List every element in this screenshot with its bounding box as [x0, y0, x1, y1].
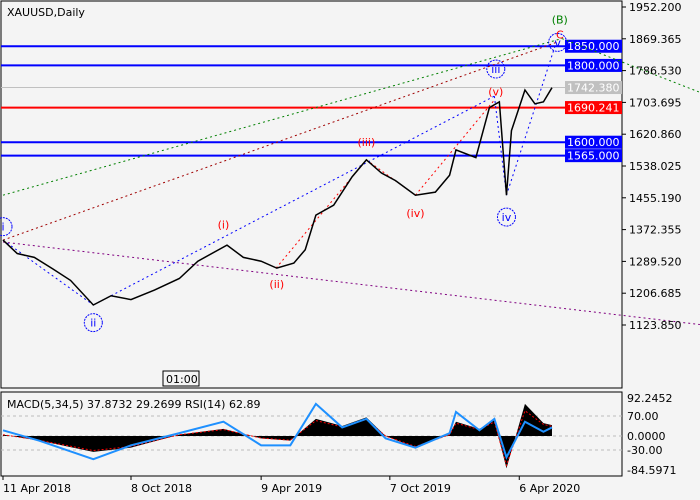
level-label-box [565, 135, 622, 149]
wave-label: (iv) [406, 207, 424, 220]
trendline [2, 239, 94, 306]
indicator-plot [1, 402, 622, 469]
wave-circle [496, 207, 516, 227]
x-tick-label: 7 Oct 2019 [390, 482, 451, 495]
wave-label: (ii) [269, 278, 284, 291]
main-plot-frame [0, 0, 623, 389]
indicator-y-label: 92.2452 [627, 392, 673, 405]
x-tick-label: 8 Oct 2018 [131, 482, 192, 495]
level-label: 1800.000 [567, 59, 620, 72]
trendline [2, 38, 563, 196]
indicator-plot-frame [0, 391, 623, 477]
indicator-y-label: 70.00 [627, 410, 659, 423]
y-tick-label: 1703.695 [629, 96, 682, 109]
y-tick-label: 1206.685 [629, 287, 682, 300]
trendline [93, 95, 495, 306]
y-tick-label: 1538.025 [629, 160, 682, 173]
wave-label: iii [491, 63, 500, 76]
wave-circle [486, 59, 506, 79]
x-tick-label: 11 Apr 2018 [3, 482, 71, 495]
level-label-box [565, 149, 622, 163]
level-label: 1600.000 [567, 136, 620, 149]
wave-label: (v) [488, 86, 503, 99]
indicator-y-label: -84.5971 [627, 464, 676, 477]
level-label-box [565, 58, 622, 72]
trendline [2, 241, 700, 326]
indicator-y-label: -30.00 [627, 444, 662, 457]
y-tick-label: 1952.200 [629, 1, 682, 14]
y-tick-label: 1620.860 [629, 128, 682, 141]
chart-title: XAUUSD,Daily [7, 6, 85, 19]
wave-label: iv [502, 211, 512, 224]
price-line [2, 87, 553, 306]
wave-label: C [556, 29, 564, 42]
trendline [505, 42, 557, 196]
wave-circle [0, 217, 13, 237]
level-label-box [565, 81, 622, 95]
level-label: 1742.380 [567, 82, 620, 95]
wave-label: ii [90, 317, 96, 330]
trendline [275, 159, 367, 269]
y-tick-label: 1289.520 [629, 255, 682, 268]
level-label: 1850.000 [567, 40, 620, 53]
time-marker: 01:00 [166, 373, 198, 386]
y-tick-label: 1372.355 [629, 224, 682, 237]
wave-label: (i) [218, 219, 230, 232]
indicator-title: MACD(5,34,5) 37.8732 29.2699 RSI(14) 62.… [7, 398, 260, 411]
level-label: 1565.000 [567, 150, 620, 163]
trendline [415, 99, 495, 196]
time-marker-box [162, 370, 200, 387]
indicator-y-label: 0.0000 [627, 430, 666, 443]
wave-circle [83, 313, 103, 333]
rsi-line [2, 402, 553, 461]
main-plot: 1850.000 1800.000 1742.380 1690.241 1600.000… [0, 13, 700, 333]
y-tick-label: 1786.530 [629, 65, 682, 78]
level-label-box [565, 101, 622, 115]
y-tick-label: 1455.190 [629, 192, 682, 205]
wave-circle [548, 32, 568, 52]
y-tick-label: 1869.365 [629, 33, 682, 46]
wave-label: (iii) [357, 136, 375, 149]
trendline [493, 96, 507, 196]
x-tick-label: 9 Apr 2019 [261, 482, 322, 495]
wave-label: i [1, 221, 4, 234]
x-tick-label: 6 Apr 2020 [519, 482, 580, 495]
macd-histogram [3, 403, 552, 469]
y-tick-label: 1123.850 [629, 319, 682, 332]
level-label: 1690.241 [567, 102, 620, 115]
wave-label: v [554, 36, 561, 49]
level-label-box [565, 39, 622, 53]
wave-label: (B) [552, 13, 568, 26]
